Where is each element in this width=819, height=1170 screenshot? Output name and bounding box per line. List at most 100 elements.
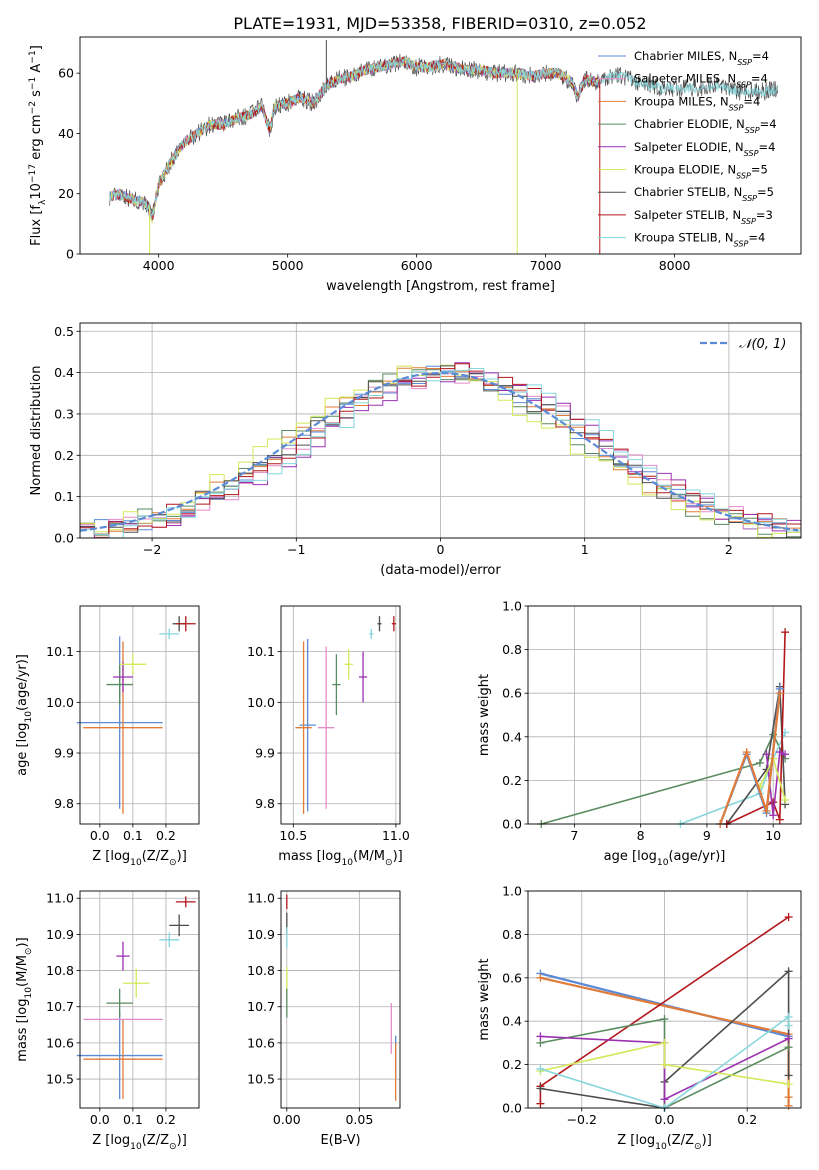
y-axis-label: Normed distribution [29,366,44,496]
legend-entry: Salpeter MILES, NSSP=4 [634,72,768,90]
weight-marker [781,628,790,637]
weight-marker [755,758,764,767]
y-axis-label: mass weight [477,674,492,756]
ticks: 4000 5000 6000 7000 8000 0 20 40 60 [58,66,690,273]
y-tick-label: 0.1 [54,489,74,504]
weight-marker [784,1043,793,1052]
grid [281,891,400,1108]
weight-marker [660,1095,669,1104]
legend-entry: Chabrier MILES, NSSP=4 [634,49,769,67]
error-bar-point [159,628,180,639]
panel-z-vs-age: 0.0 0.1 0.2 9.8 9.9 10.0 10.1 Z [log10(Z/Z⊙)] ag… [15,605,200,868]
y-tick-label: 11.0 [247,891,275,906]
y-tick-label: 60 [58,66,74,81]
error-bar-point [358,651,368,703]
error-bar-point [119,654,147,675]
error-bar-point [175,616,196,632]
ticks: 0.0 0.1 0.2 10.5 10.6 10.7 10.8 10.9 11.0 [46,891,176,1127]
y-tick-label: 0.4 [502,1014,522,1029]
spectrum-line [109,56,779,216]
panel-z-vs-mass: 0.0 0.1 0.2 10.5 10.6 10.7 10.8 10.9 11.0 Z [log1… [15,890,200,1152]
y-axis-label: Flux [fλ10−17 erg cm−2 s−1 A−1] [28,45,48,246]
panel-age-weights: 7 8 9 10 0.0 0.2 0.4 0.6 0.8 1.0 age [log10(age/yr… [477,599,802,868]
axes-frame [79,890,200,1109]
error-bar-point [122,968,150,998]
weight-marker [784,1012,793,1021]
y-tick-label: 0.0 [54,531,74,546]
panel-spectrum: 4000 5000 6000 7000 8000 0 20 40 60 wavelength [A… [28,36,802,294]
weight-marker [784,1021,793,1030]
x-tick-label: 7000 [530,258,562,273]
x-tick-label: 0.0 [90,1112,110,1127]
weight-marker [769,811,778,820]
weight-marker [762,750,771,759]
axes-frame [79,322,802,539]
legend-entry: Kroupa ELODIE, NSSP=5 [634,163,768,181]
weight-line [719,693,781,825]
weight-marker [775,815,784,824]
y-tick-label: 10.6 [46,1035,74,1050]
ticks: −0.2 0.0 0.2 0.0 0.2 0.4 0.6 0.8 1.0 [502,884,757,1128]
panel-residual-histogram: −2 −1 0 1 2 0.0 0.1 0.2 0.3 0.4 0.5 (data-model)/er… [29,322,802,578]
error-bar-point [332,654,341,715]
y-tick-label: 9.8 [255,796,275,811]
x-axis-label: E(B-V) [320,1133,360,1148]
axes-frame [527,890,802,1109]
x-tick-label: −1 [287,542,305,557]
error-bar-point [175,896,196,908]
x-tick-label: 8 [637,828,645,843]
y-tick-label: 10.0 [46,695,74,710]
plot-area [76,616,196,814]
y-tick-label: 10.7 [247,999,275,1014]
y-tick-label: 20 [58,186,74,201]
legend-entry: 𝒩(0, 1) [739,337,786,352]
error-bar-point [317,646,335,809]
spectrum-line [109,57,601,217]
y-tick-label: 10.0 [247,695,275,710]
y-tick-label: 1.0 [502,599,522,614]
legend: 𝒩(0, 1) [700,337,786,352]
weight-marker [784,967,793,976]
figure-title: PLATE=1931, MJD=53358, FIBERID=0310, z=0… [233,14,646,33]
x-tick-label: 0.0 [655,1112,675,1127]
weight-marker [784,1101,793,1110]
y-tick-label: 9.9 [255,746,275,761]
error-bar-point [369,628,374,639]
plot-area [80,362,801,538]
error-bar-point [391,616,396,632]
x-tick-label: 5000 [272,258,304,273]
x-tick-label: 1 [581,542,589,557]
y-tick-label: 0.2 [54,448,74,463]
weight-marker [781,750,790,759]
histogram-step [80,368,801,538]
x-tick-label: 2 [725,542,733,557]
y-tick-label: 1.0 [502,884,522,899]
weight-line [540,1015,790,1109]
weight-line [726,632,786,825]
y-tick-label: 10.5 [247,1072,275,1087]
weight-marker [781,796,790,805]
ticks: 0.00 0.05 10.5 10.6 10.7 10.8 10.9 11.0 [247,891,373,1127]
y-tick-label: 0.4 [54,365,74,380]
grid [281,606,400,824]
x-tick-label: 0 [437,542,445,557]
y-tick-label: 0.3 [54,406,74,421]
error-bar-point [169,914,190,937]
y-axis-label: mass [log10(M/M⊙)] [15,937,34,1061]
y-tick-label: 10.8 [247,963,275,978]
error-bar-point [344,649,353,680]
x-axis-label: Z [log10(Z/Z⊙)] [92,1133,187,1152]
x-axis-label: (data-model)/error [380,563,501,578]
y-tick-label: 0 [66,247,74,262]
weight-marker [784,1071,793,1080]
weight-marker [536,1032,545,1041]
legend-entry: Salpeter ELODIE, NSSP=4 [634,140,775,158]
error-bar-point [377,616,382,632]
y-tick-label: 10.8 [46,963,74,978]
ticks: 7 8 9 10 0.0 0.2 0.4 0.6 0.8 1.0 [502,599,781,844]
legend-entry: Chabrier STELIB, NSSP=5 [634,185,774,203]
error-bar-point [116,941,130,971]
y-tick-label: 0.0 [502,1101,522,1116]
y-tick-label: 0.2 [502,1057,522,1072]
weight-marker [769,798,778,807]
